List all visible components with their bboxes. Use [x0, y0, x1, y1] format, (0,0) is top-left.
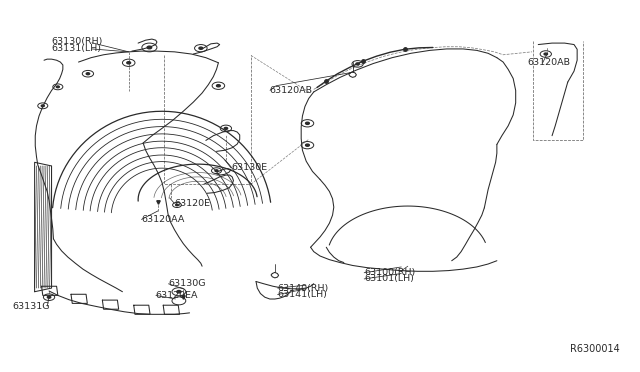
Circle shape [199, 47, 203, 49]
Circle shape [41, 105, 44, 107]
Text: 63131G: 63131G [13, 302, 50, 311]
Text: 63120AB: 63120AB [270, 86, 313, 95]
Circle shape [147, 46, 152, 49]
Circle shape [47, 296, 51, 298]
Circle shape [215, 170, 218, 171]
Text: 63101(LH): 63101(LH) [364, 275, 414, 283]
Circle shape [224, 128, 228, 129]
Circle shape [127, 62, 131, 64]
Text: R6300014: R6300014 [570, 344, 620, 355]
Text: 63120E: 63120E [175, 199, 211, 208]
Text: 63140(RH): 63140(RH) [277, 283, 328, 292]
Circle shape [305, 122, 309, 124]
Circle shape [305, 144, 309, 146]
Text: 63141(LH): 63141(LH) [277, 290, 327, 299]
Circle shape [56, 86, 60, 88]
Circle shape [176, 204, 179, 206]
Circle shape [216, 85, 220, 87]
Text: 63131(LH): 63131(LH) [52, 44, 102, 54]
Text: 63120AB: 63120AB [527, 58, 570, 67]
Text: 63130(RH): 63130(RH) [52, 38, 103, 46]
Circle shape [356, 63, 359, 65]
Text: 63130G: 63130G [168, 279, 205, 288]
Text: 63130E: 63130E [231, 163, 267, 172]
Circle shape [86, 73, 90, 75]
Text: 63100(RH): 63100(RH) [364, 268, 415, 277]
Circle shape [544, 53, 547, 55]
Text: 63120EA: 63120EA [156, 291, 198, 300]
Text: 63120AA: 63120AA [141, 215, 184, 224]
Circle shape [177, 291, 181, 293]
